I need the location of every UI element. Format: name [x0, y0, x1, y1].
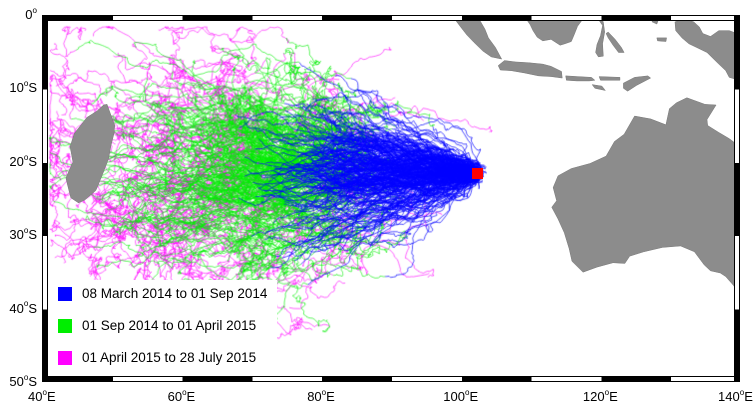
- legend-item: 01 April 2015 to 28 July 2015: [58, 347, 267, 368]
- x-tick-label: 120oE: [582, 387, 618, 404]
- legend: 08 March 2014 to 01 Sep 2014 01 Sep 2014 …: [55, 280, 278, 371]
- land-flores: [598, 76, 621, 81]
- y-tick-label: 20oS: [9, 152, 37, 169]
- y-tick-label: 10oS: [9, 79, 37, 96]
- map-plot-area: 08 March 2014 to 01 Sep 2014 01 Sep 2014 …: [42, 15, 740, 382]
- land-madagascar: [65, 104, 115, 204]
- legend-item: 01 Sep 2014 to 01 April 2015: [58, 315, 267, 336]
- x-tick-label: 100oE: [443, 387, 479, 404]
- x-tick-label: 40oE: [28, 387, 56, 404]
- legend-label: 08 March 2014 to 01 Sep 2014: [82, 286, 268, 301]
- legend-label: 01 April 2015 to 28 July 2015: [82, 350, 257, 365]
- legend-item: 08 March 2014 to 01 Sep 2014: [58, 283, 267, 304]
- land-timor: [623, 75, 652, 92]
- land-new-guinea: [674, 18, 739, 81]
- y-tick-label: 0o: [25, 5, 37, 22]
- legend-swatch: [58, 350, 72, 365]
- land-bali-lombok-sumbawa: [565, 75, 596, 82]
- legend-swatch: [58, 318, 72, 333]
- x-tick-label: 80oE: [307, 387, 335, 404]
- land-sulawesi-southeast: [605, 31, 625, 53]
- origin-marker: [472, 167, 484, 179]
- x-tick-label: 140oE: [718, 387, 753, 404]
- land-seram: [656, 37, 667, 42]
- x-tick-label: 60oE: [167, 387, 196, 404]
- land-sulawesi-southwest: [595, 17, 605, 58]
- land-java: [497, 60, 563, 79]
- frame-stripe-left: [43, 16, 48, 381]
- frame-stripe-right: [734, 16, 739, 381]
- legend-label: 01 Sep 2014 to 01 April 2015: [82, 318, 257, 333]
- legend-swatch: [58, 286, 72, 301]
- y-tick-label: 30oS: [9, 226, 37, 243]
- frame-stripe-top: [43, 16, 739, 21]
- frame-stripe-bottom: [43, 376, 739, 381]
- y-tick-label: 40oS: [9, 299, 37, 316]
- land-svg: [65, 16, 739, 294]
- land-sumba: [591, 84, 607, 91]
- y-tick-label: 50oS: [9, 372, 37, 389]
- land-australia: [551, 97, 739, 294]
- land-sumatra: [452, 16, 503, 60]
